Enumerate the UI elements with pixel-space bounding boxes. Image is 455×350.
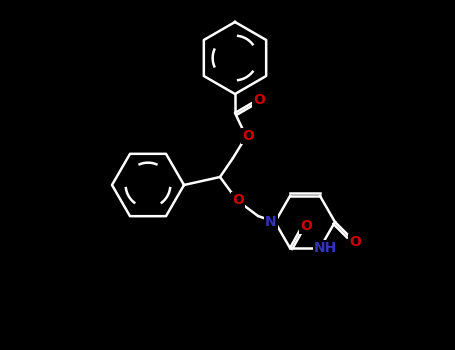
- Text: O: O: [232, 193, 244, 207]
- Text: NH: NH: [313, 241, 337, 255]
- Text: O: O: [349, 235, 361, 249]
- Text: O: O: [242, 129, 254, 143]
- Text: O: O: [300, 219, 312, 233]
- Text: N: N: [265, 215, 277, 229]
- Text: O: O: [253, 93, 265, 107]
